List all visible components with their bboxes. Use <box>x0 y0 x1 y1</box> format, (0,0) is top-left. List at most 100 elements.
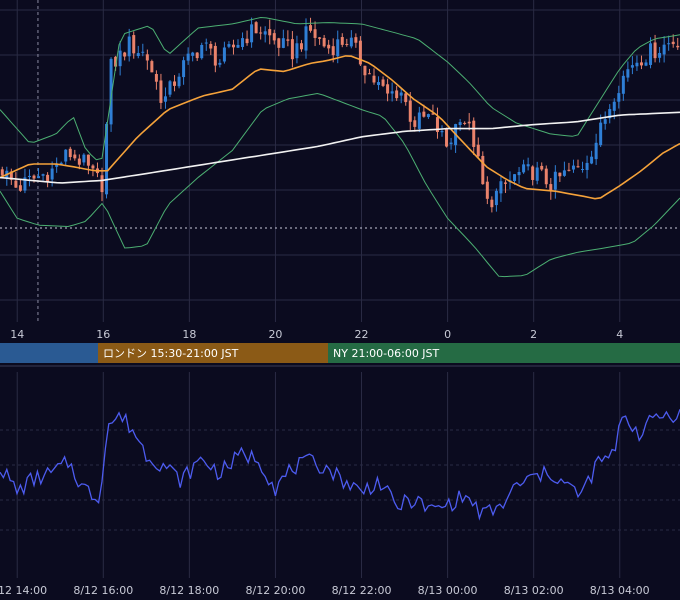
x-tick-label: 8/12 22:00 <box>332 584 392 597</box>
ma-long-line <box>0 111 680 184</box>
candle-body <box>254 22 258 34</box>
candle-body <box>558 172 562 177</box>
candle-body <box>191 52 195 56</box>
x-tick-label: 8/12 20:00 <box>245 584 305 597</box>
x-tick-label: 8/12 16:00 <box>73 584 133 597</box>
candle-body <box>37 176 41 179</box>
candle-body <box>245 38 249 44</box>
candle-body <box>445 128 449 147</box>
candle-body <box>91 165 95 169</box>
candle-body <box>309 25 313 31</box>
candle-body <box>150 61 154 73</box>
candle-body <box>422 111 426 117</box>
candle-body <box>485 181 489 199</box>
candle-body <box>658 52 662 58</box>
x-tick-label: 16 <box>96 328 110 341</box>
candle-body <box>608 109 612 119</box>
candle-body <box>662 44 666 55</box>
candle-body <box>18 185 22 191</box>
candle-body <box>213 45 217 66</box>
candle-body <box>177 76 181 87</box>
candle-body <box>168 81 172 95</box>
oscillator-line <box>0 409 680 521</box>
candle-body <box>390 91 394 94</box>
candle-body <box>639 62 643 66</box>
bollinger-upper-line <box>0 16 680 161</box>
candle-body <box>105 123 109 195</box>
candle-body <box>526 164 530 167</box>
x-tick-label: 8/13 02:00 <box>504 584 564 597</box>
candle-body <box>55 163 59 167</box>
candle-body <box>590 156 594 164</box>
oscillator-time-axis: 8/12 14:00 8/12 16:00 8/12 18:00 8/12 20:00… <box>0 584 650 597</box>
candle-body <box>463 122 467 124</box>
candle-body <box>127 36 131 57</box>
candle-body <box>295 43 299 59</box>
candle-body <box>9 171 13 180</box>
candle-body <box>73 154 77 159</box>
candle-body <box>141 51 145 53</box>
candle-body <box>372 75 376 83</box>
candle-body <box>667 43 671 45</box>
candle-body <box>304 26 308 51</box>
candle-body <box>676 45 680 48</box>
candle-body <box>340 37 344 45</box>
candle-body <box>231 44 235 48</box>
candle-body <box>50 168 54 180</box>
candle-body <box>417 112 421 129</box>
x-tick-label: 4 <box>616 328 623 341</box>
price-time-axis: 14 16 18 20 22 0 2 4 <box>10 328 623 341</box>
candle-body <box>277 38 281 48</box>
candle-body <box>299 43 303 50</box>
candle-body <box>349 37 353 47</box>
candle-body <box>145 54 149 61</box>
oscillator-grid <box>0 372 680 578</box>
session-bar: ロンドン 15:30-21:00 JST NY 21:00-06:00 JST <box>0 343 680 367</box>
candle-body <box>259 32 263 34</box>
candle-body <box>612 101 616 111</box>
session-label: NY 21:00-06:00 JST <box>333 347 440 360</box>
candle-body <box>386 84 390 94</box>
candle-body <box>209 43 213 49</box>
candle-body <box>68 148 72 158</box>
candle-body <box>363 65 367 76</box>
candle-body <box>195 52 199 59</box>
candle-body <box>100 175 104 193</box>
session-segment <box>328 343 680 363</box>
candle-body <box>159 80 163 103</box>
candle-body <box>354 37 358 43</box>
session-label: ロンドン 15:30-21:00 JST <box>103 347 239 360</box>
candle-body <box>585 162 589 170</box>
candle-body <box>562 170 566 176</box>
candle-body <box>567 169 571 171</box>
candle-body <box>109 58 113 125</box>
candle-body <box>367 73 371 75</box>
candle-body <box>250 24 254 43</box>
candle-body <box>41 174 45 176</box>
candle-body <box>544 168 548 185</box>
candle-body <box>635 62 639 67</box>
session-segment <box>98 343 328 363</box>
ma-short-line <box>0 55 680 200</box>
candle-body <box>522 164 526 173</box>
candle-body <box>431 113 435 115</box>
candle-body <box>46 174 50 182</box>
candle-body <box>313 29 317 38</box>
candle-body <box>281 38 285 48</box>
candle-body <box>163 96 167 102</box>
candle-body <box>435 117 439 133</box>
candle-body <box>481 155 485 185</box>
candle-body <box>395 90 399 99</box>
candle-body <box>27 175 31 178</box>
candle-body <box>64 149 68 162</box>
candle-body <box>503 182 507 184</box>
candle-body <box>599 122 603 146</box>
candle-body <box>458 122 462 126</box>
candle-body <box>408 100 412 122</box>
candle-body <box>263 31 267 35</box>
candle-body <box>499 181 503 194</box>
candle-body <box>154 74 158 82</box>
candle-body <box>318 37 322 39</box>
price-plot[interactable] <box>0 16 680 278</box>
oscillator-plot[interactable] <box>0 409 680 521</box>
